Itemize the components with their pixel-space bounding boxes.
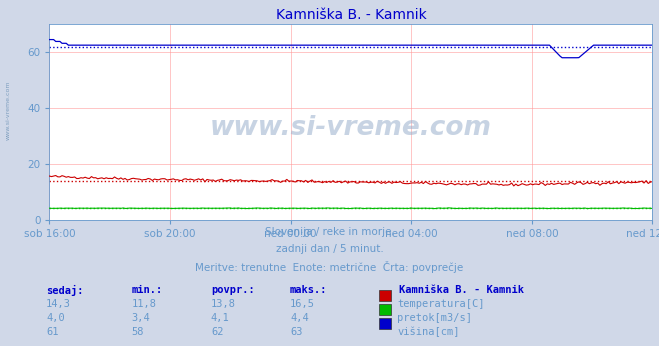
Text: povpr.:: povpr.: xyxy=(211,285,254,295)
Text: Kamniška B. - Kamnik: Kamniška B. - Kamnik xyxy=(399,285,524,295)
Text: 14,3: 14,3 xyxy=(46,299,71,309)
Text: temperatura[C]: temperatura[C] xyxy=(397,299,485,309)
Text: sedaj:: sedaj: xyxy=(46,285,84,297)
Text: 4,0: 4,0 xyxy=(46,313,65,323)
Text: www.si-vreme.com: www.si-vreme.com xyxy=(210,115,492,141)
Text: 16,5: 16,5 xyxy=(290,299,315,309)
Text: zadnji dan / 5 minut.: zadnji dan / 5 minut. xyxy=(275,244,384,254)
Text: 62: 62 xyxy=(211,327,223,337)
Text: www.si-vreme.com: www.si-vreme.com xyxy=(5,81,11,140)
Text: min.:: min.: xyxy=(132,285,163,295)
Text: 4,4: 4,4 xyxy=(290,313,308,323)
Text: višina[cm]: višina[cm] xyxy=(397,327,460,337)
Text: maks.:: maks.: xyxy=(290,285,328,295)
Title: Kamniška B. - Kamnik: Kamniška B. - Kamnik xyxy=(275,8,426,22)
Text: 11,8: 11,8 xyxy=(132,299,157,309)
Text: 63: 63 xyxy=(290,327,302,337)
Text: Meritve: trenutne  Enote: metrične  Črta: povprečje: Meritve: trenutne Enote: metrične Črta: … xyxy=(195,261,464,273)
Text: 58: 58 xyxy=(132,327,144,337)
Text: 13,8: 13,8 xyxy=(211,299,236,309)
Text: 3,4: 3,4 xyxy=(132,313,150,323)
Text: 4,1: 4,1 xyxy=(211,313,229,323)
Text: 61: 61 xyxy=(46,327,59,337)
Text: Slovenija / reke in morje.: Slovenija / reke in morje. xyxy=(264,227,395,237)
Text: pretok[m3/s]: pretok[m3/s] xyxy=(397,313,473,323)
